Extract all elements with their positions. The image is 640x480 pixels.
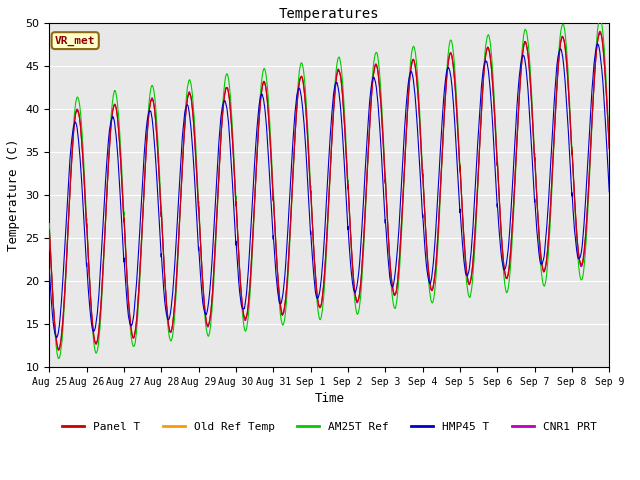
Legend: Panel T, Old Ref Temp, AM25T Ref, HMP45 T, CNR1 PRT: Panel T, Old Ref Temp, AM25T Ref, HMP45 …: [58, 417, 601, 436]
Text: VR_met: VR_met: [55, 36, 95, 46]
Title: Temperatures: Temperatures: [279, 7, 380, 21]
Y-axis label: Temperature (C): Temperature (C): [7, 139, 20, 252]
X-axis label: Time: Time: [314, 392, 344, 405]
